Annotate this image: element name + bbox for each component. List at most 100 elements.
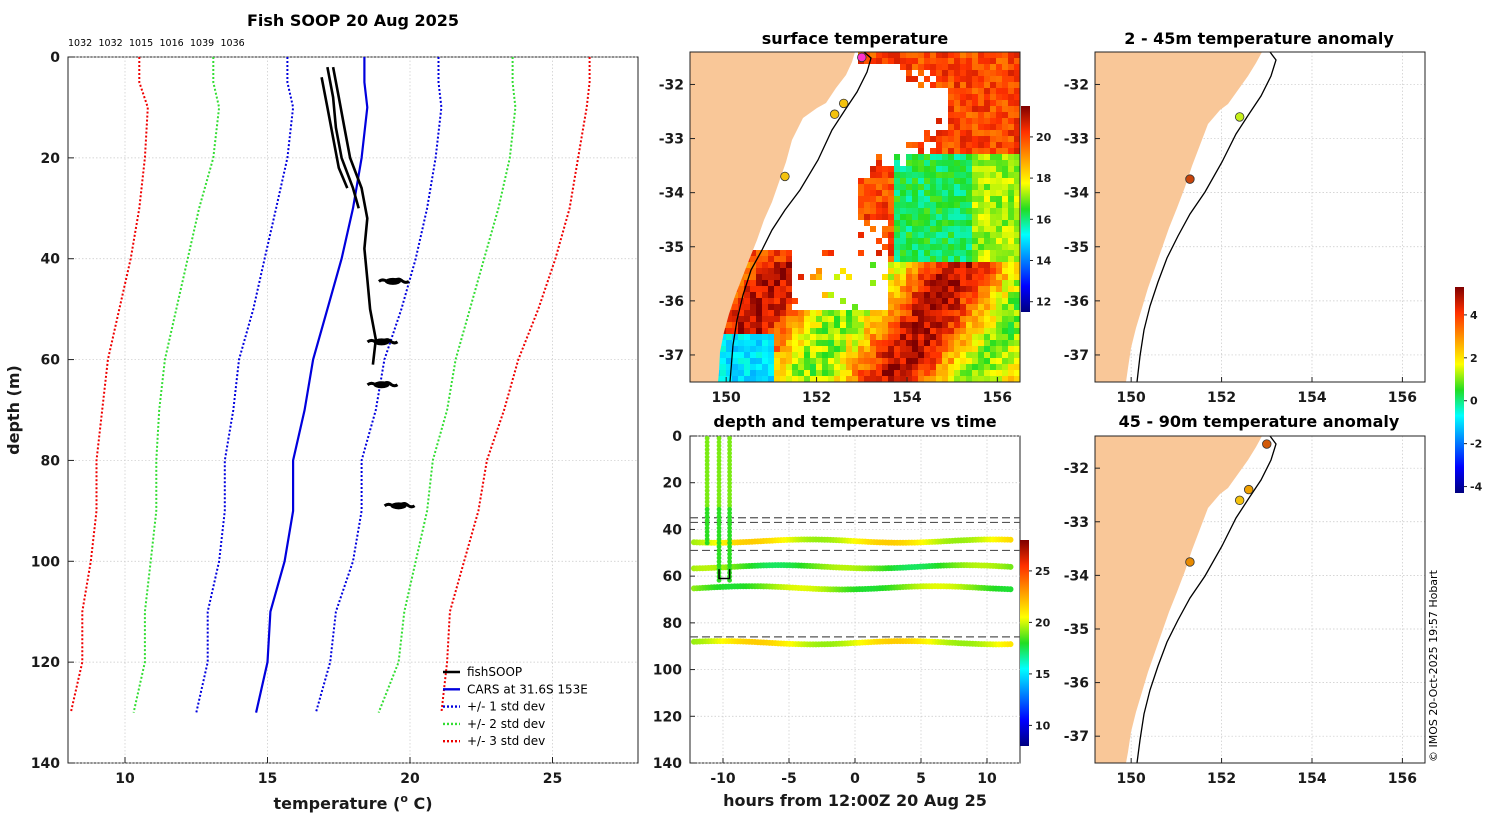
sst-cell bbox=[720, 376, 726, 382]
sst-cell bbox=[972, 238, 978, 244]
sst-cell bbox=[804, 316, 810, 322]
sst-cell bbox=[918, 340, 924, 346]
sst-cell bbox=[954, 142, 960, 148]
sst-cell bbox=[1014, 148, 1020, 154]
sst-cell bbox=[744, 310, 750, 316]
sst-cell bbox=[768, 370, 774, 376]
sst-cell bbox=[894, 238, 900, 244]
sst-cell bbox=[888, 202, 894, 208]
sst-cell bbox=[876, 172, 882, 178]
sst-cell bbox=[1014, 292, 1020, 298]
sst-cell bbox=[738, 328, 744, 334]
sst-cell bbox=[948, 274, 954, 280]
sst-cell bbox=[948, 94, 954, 100]
sst-cell bbox=[924, 232, 930, 238]
sst-cell bbox=[852, 334, 858, 340]
profile-xtick-label: 15 bbox=[258, 771, 277, 787]
sst-cell bbox=[972, 172, 978, 178]
sst-cell bbox=[888, 190, 894, 196]
sst-cell bbox=[996, 136, 1002, 142]
sst-cell bbox=[936, 172, 942, 178]
sst-cell bbox=[1008, 130, 1014, 136]
sst-cell bbox=[978, 124, 984, 130]
sst-cell bbox=[984, 166, 990, 172]
sst-cell bbox=[978, 166, 984, 172]
sst-cell bbox=[936, 82, 942, 88]
dt-cast-point bbox=[727, 540, 732, 546]
sst-cell bbox=[1008, 118, 1014, 124]
sst-cell bbox=[780, 358, 786, 364]
sst-cell bbox=[1014, 376, 1020, 382]
sst-cell bbox=[900, 64, 906, 70]
sst-cell bbox=[948, 340, 954, 346]
sst-cell bbox=[978, 202, 984, 208]
sst-cell bbox=[942, 190, 948, 196]
sst-cell bbox=[774, 328, 780, 334]
dt-cast-point bbox=[727, 469, 732, 475]
anomaly-2-45-map: 2 - 45m temperature anomaly 150 152 154 156… bbox=[1064, 29, 1426, 406]
sst-cell bbox=[816, 346, 822, 352]
sst-cell bbox=[864, 334, 870, 340]
sst-xtick-label: 154 bbox=[892, 390, 921, 406]
sst-cell bbox=[816, 316, 822, 322]
sst-cell bbox=[918, 358, 924, 364]
sst-cell bbox=[912, 370, 918, 376]
sst-cell bbox=[1002, 292, 1008, 298]
sst-cell bbox=[948, 136, 954, 142]
sst-cell bbox=[948, 346, 954, 352]
sst-cell bbox=[1008, 178, 1014, 184]
sst-cell bbox=[948, 292, 954, 298]
sst-cell bbox=[990, 238, 996, 244]
sst-cell bbox=[984, 316, 990, 322]
sst-cell bbox=[792, 298, 798, 304]
sst-cell bbox=[906, 58, 912, 64]
sst-cell bbox=[972, 106, 978, 112]
sst-cell bbox=[900, 268, 906, 274]
sst-cell bbox=[954, 316, 960, 322]
sst-cell bbox=[846, 370, 852, 376]
sst-cell bbox=[936, 196, 942, 202]
sst-cell bbox=[792, 340, 798, 346]
sst-cell bbox=[1014, 136, 1020, 142]
sst-cell bbox=[918, 220, 924, 226]
sst-cell bbox=[978, 64, 984, 70]
sst-cell bbox=[1002, 274, 1008, 280]
sst-cell bbox=[768, 364, 774, 370]
sst-cell bbox=[924, 310, 930, 316]
sst-cell bbox=[1002, 148, 1008, 154]
sst-cell bbox=[798, 322, 804, 328]
sst-cell bbox=[912, 52, 918, 58]
sst-cell bbox=[936, 244, 942, 250]
sst-cell bbox=[792, 334, 798, 340]
sst-cell bbox=[954, 106, 960, 112]
sst-cell bbox=[954, 238, 960, 244]
sst-cell bbox=[828, 370, 834, 376]
sst-ytick-label: -33 bbox=[659, 132, 684, 148]
sst-cell bbox=[774, 304, 780, 310]
sst-cell bbox=[1002, 262, 1008, 268]
sst-cell bbox=[1014, 226, 1020, 232]
sst-cell bbox=[858, 358, 864, 364]
sst-cell bbox=[918, 178, 924, 184]
sst-cell bbox=[858, 352, 864, 358]
sst-cell bbox=[738, 286, 744, 292]
sst-cell bbox=[834, 346, 840, 352]
sst-cell bbox=[804, 310, 810, 316]
dt-track-point bbox=[1007, 641, 1014, 648]
sst-cell bbox=[942, 148, 948, 154]
sst-cell bbox=[912, 142, 918, 148]
sst-cell bbox=[954, 262, 960, 268]
sst-cell bbox=[996, 364, 1002, 370]
sst-cell bbox=[756, 346, 762, 352]
sst-cell bbox=[948, 88, 954, 94]
sst-cell bbox=[846, 328, 852, 334]
sst-cell bbox=[996, 184, 1002, 190]
sst-cell bbox=[906, 160, 912, 166]
sst-cell bbox=[954, 130, 960, 136]
sst-cell bbox=[780, 280, 786, 286]
sst-cell bbox=[990, 310, 996, 316]
sst-cell bbox=[1008, 370, 1014, 376]
sst-cell bbox=[756, 370, 762, 376]
sst-cell bbox=[768, 250, 774, 256]
sst-cell bbox=[948, 52, 954, 58]
